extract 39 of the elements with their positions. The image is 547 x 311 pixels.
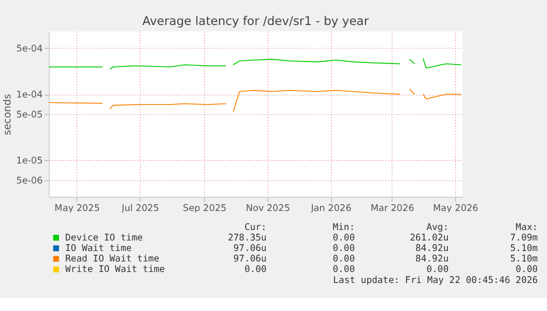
text: 0.00: [332, 232, 355, 244]
text: 84.92u: [415, 243, 449, 254]
text: Avg:: [426, 222, 449, 233]
legend-label: Write IO Wait time: [65, 264, 165, 276]
text: 0.00: [244, 264, 267, 276]
text: 97.06u: [233, 254, 267, 265]
text: Max:: [516, 222, 538, 233]
y-tick-label: 5e-05: [16, 109, 43, 120]
legend-label: Read IO Wait time: [65, 254, 160, 265]
y-axis-title: seconds: [2, 94, 14, 136]
legend-label: Device IO time: [65, 232, 143, 244]
legend-label: IO Wait time: [65, 243, 132, 254]
text: 261.02u: [410, 232, 449, 244]
y-tick-label: 5e-04: [16, 43, 43, 54]
text: Last update: Fri May 22 00:45:46 2026: [333, 274, 538, 286]
y-tick-label: 5e-06: [16, 175, 43, 186]
text: 97.06u: [233, 243, 267, 254]
text: 0.00: [516, 264, 538, 276]
text: Min:: [332, 222, 355, 233]
x-tick-label: Jan 2026: [310, 203, 352, 214]
text: 0.00: [426, 264, 449, 276]
text: 278.35u: [228, 232, 267, 244]
text: 84.92u: [415, 254, 449, 265]
chart-title: Average latency for /dev/sr1 - by year: [142, 14, 369, 28]
x-tick-label: Nov 2025: [246, 203, 290, 214]
text: 5.10m: [510, 243, 538, 254]
x-tick-label: Sep 2025: [182, 203, 227, 214]
text: 5.10m: [510, 254, 538, 265]
x-tick-label: May 2025: [54, 203, 100, 214]
text: 0.00: [332, 254, 355, 265]
y-tick-label: 1e-04: [16, 90, 43, 101]
x-tick-label: Jul 2025: [120, 203, 160, 214]
y-tick-label: 1e-05: [16, 156, 43, 167]
x-tick-label: Mar 2026: [370, 203, 414, 214]
text: Cur:: [244, 222, 267, 233]
text: 0.00: [332, 264, 355, 276]
x-tick-label: May 2026: [432, 203, 478, 214]
text: 0.00: [332, 243, 355, 254]
text: 7.09m: [510, 232, 538, 244]
